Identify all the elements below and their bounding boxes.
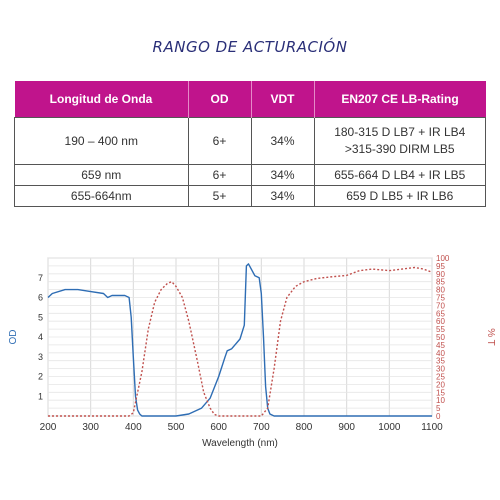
section-title: RANGO DE ACTURACIÓN [152,38,348,56]
y-right-tick-label: 40 [436,349,445,358]
y-left-tick-label: 6 [38,293,43,303]
cell-vdt: 34% [250,185,315,207]
y-right-tick-label: 20 [436,380,445,389]
y-right-axis-label: % T [485,328,496,346]
y-left-tick-label: 1 [38,391,43,401]
transmission-series-line [48,266,433,417]
cell-wavelength: 659 nm [14,164,189,186]
x-axis-label: Wavelength (nm) [202,438,278,449]
y-right-tick-label: 85 [436,278,445,287]
header-rating: EN207 CE LB-Rating [314,81,486,118]
x-tick-label: 800 [296,422,313,433]
y-right-tick-label: 10 [436,396,445,405]
cell-wavelength: 190 – 400 nm [14,117,189,165]
y-right-tick-label: 60 [436,317,445,326]
table-row: 190 – 400 nm 6+ 34% 180-315 D LB7 + IR L… [14,117,486,165]
table-header-row: Longitud de Onda OD VDT EN207 CE LB-Rati… [14,81,486,118]
spec-table: Longitud de Onda OD VDT EN207 CE LB-Rati… [14,81,486,207]
y-right-tick-label: 80 [436,286,445,295]
od-transmission-chart: 200 300 400 500 600 700 800 900 1000 110012345670… [8,254,496,449]
cell-rating: 659 D LB5 + IR LB6 [313,185,486,207]
header-od: OD [188,81,252,118]
y-right-tick-label: 65 [436,309,445,318]
cell-vdt: 34% [250,117,315,165]
header-vdt: VDT [251,81,315,118]
x-tick-label: 1000 [378,422,401,433]
y-right-tick-label: 50 [436,333,445,342]
y-left-tick-label: 7 [38,273,43,283]
y-right-tick-label: 0 [436,412,441,421]
cell-rating: 180-315 D LB7 + IR LB4 >315-390 DIRM LB5 [313,117,486,165]
cell-vdt: 34% [250,164,315,186]
y-right-tick-label: 25 [436,373,445,382]
x-tick-label: 1100 [421,422,443,433]
x-tick-label: 500 [168,422,185,433]
y-left-tick-label: 3 [38,352,43,362]
y-right-tick-label: 100 [436,254,450,263]
rating-line: >315-390 DIRM LB5 [344,142,455,156]
rating-line: 180-315 D LB7 + IR LB4 [334,125,466,139]
cell-rating: 655-664 D LB4 + IR LB5 [313,164,486,186]
rating-line: 659 D LB5 + IR LB6 [346,188,454,203]
y-left-tick-label: 5 [38,312,43,322]
y-right-tick-label: 35 [436,357,445,366]
y-right-tick-label: 55 [436,325,445,334]
y-right-tick-label: 95 [436,262,445,271]
x-tick-label: 900 [338,422,355,433]
cell-od: 6+ [187,117,252,165]
table-row: 659 nm 6+ 34% 655-664 D LB4 + IR LB5 [14,164,486,186]
x-tick-label: 300 [82,422,99,433]
x-tick-label: 200 [40,422,57,433]
x-tick-label: 700 [253,422,270,433]
y-right-tick-label: 45 [436,341,445,350]
cell-od: 6+ [187,164,252,186]
table-row: 655-664nm 5+ 34% 659 D LB5 + IR LB6 [14,185,486,207]
rating-line: 655-664 D LB4 + IR LB5 [334,167,466,182]
y-right-tick-label: 90 [436,270,445,279]
y-right-tick-label: 15 [436,388,445,397]
y-right-tick-label: 5 [436,404,441,413]
y-right-tick-label: 75 [436,294,445,303]
cell-wavelength: 655-664nm [14,185,189,207]
y-right-tick-label: 70 [436,301,445,310]
od-series-line [47,263,432,417]
x-tick-label: 400 [125,422,142,433]
y-left-tick-label: 4 [38,332,43,342]
y-right-tick-label: 30 [436,365,445,374]
x-tick-label: 600 [210,422,227,433]
cell-od: 5+ [187,185,252,207]
y-left-tick-label: 2 [38,372,43,382]
y-left-axis-label: OD [8,330,19,345]
header-wavelength: Longitud de Onda [14,81,189,118]
